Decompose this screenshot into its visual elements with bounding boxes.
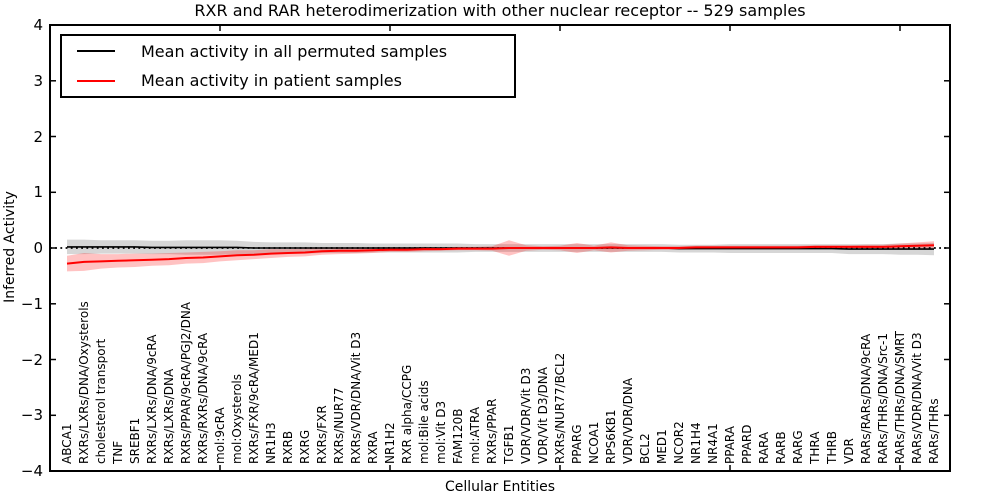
legend: Mean activity in all permuted samples Me… — [60, 34, 516, 98]
legend-label: Mean activity in all permuted samples — [141, 41, 448, 61]
legend-entry-permuted: Mean activity in all permuted samples — [62, 37, 514, 65]
y-tick-label: −3 — [20, 406, 43, 425]
patient-mean-line — [66, 244, 935, 265]
legend-entry-patient: Mean activity in patient samples — [62, 67, 514, 95]
x-tick-label: RXRs/RXRs/DNA/9cRA — [196, 332, 210, 464]
x-tick-label: RXRs/FXR/9cRA/MED1 — [247, 332, 261, 464]
x-tick-label: ABCA1 — [60, 423, 74, 464]
x-tick-label: RPS6KB1 — [604, 409, 618, 464]
x-tick-label: RXRA — [366, 431, 380, 464]
x-tick-label: RXRs/LXRs/DNA/9cRA — [145, 334, 159, 465]
y-tick-label: 4 — [33, 16, 43, 34]
x-tick-label: SREBF1 — [128, 417, 142, 464]
x-tick-label: PPARD — [740, 424, 754, 465]
x-tick-label: RARs/VDR/DNA/Vit D3 — [910, 332, 924, 464]
x-tick-label: mol:Oxysterols — [230, 374, 244, 464]
y-tick-label: 3 — [33, 71, 43, 90]
y-tick-label: 0 — [33, 239, 43, 257]
x-tick-label: mol:Vit D3 — [434, 400, 448, 464]
x-tick-label: RXRs/PPAR/9cRA/PGJ2/DNA — [179, 302, 193, 464]
x-tick-label: NR1H3 — [264, 422, 278, 464]
x-tick-label: RARs/THRs/DNA/SMRT — [893, 331, 907, 464]
x-tick-label: THRA — [808, 431, 822, 464]
x-tick-label: RXRs/NUR77 — [332, 387, 346, 464]
x-tick-label: cholesterol transport — [94, 338, 108, 464]
x-tick-label: RXR alpha/CCPG — [400, 364, 414, 464]
x-tick-label: RXRs/LXRs/DNA — [162, 368, 176, 464]
x-tick-label: MED1 — [655, 429, 669, 464]
x-tick-label: RXRs/FXR — [315, 405, 329, 464]
x-tick-label: RXRG — [298, 429, 312, 464]
x-tick-label: RXRB — [281, 430, 295, 464]
x-tick-label: NR1H4 — [689, 422, 703, 464]
x-tick-label: RARG — [791, 430, 805, 464]
x-tick-label: FAM120B — [451, 408, 465, 465]
x-tick-label: NCOA1 — [587, 421, 601, 464]
y-tick-label: 2 — [33, 127, 43, 146]
y-tick-label: −4 — [20, 462, 43, 480]
y-tick-label: −1 — [20, 294, 43, 313]
x-tick-label: BCL2 — [638, 433, 652, 464]
legend-label: Mean activity in patient samples — [141, 71, 402, 91]
x-tick-label: PPARA — [723, 426, 737, 464]
x-axis-label: Cellular Entities — [444, 479, 556, 495]
x-tick-label: RARB — [774, 431, 788, 464]
x-tick-label: RARs/THRs — [927, 398, 941, 464]
x-tick-label: RARs/THRs/DNA/Src-1 — [876, 333, 890, 464]
x-tick-label: TNF — [111, 440, 125, 464]
x-tick-label: PPARG — [570, 424, 584, 464]
y-tick-label: −2 — [20, 350, 43, 369]
x-tick-label: TGFB1 — [502, 424, 516, 464]
x-tick-label: THRB — [825, 431, 839, 464]
x-tick-label: mol:9cRA — [213, 407, 227, 464]
legend-black-line-icon — [77, 50, 115, 53]
legend-red-line-icon — [77, 79, 115, 82]
x-tick-label: mol:Bile acids — [417, 380, 431, 464]
x-tick-label: NR4A1 — [706, 423, 720, 464]
x-tick-label: NCOR2 — [672, 421, 686, 464]
x-tick-label: RXRs/LXRs/DNA/Oxysterols — [77, 301, 91, 464]
x-tick-label: VDR — [842, 438, 856, 464]
x-tick-label: NR1H2 — [383, 422, 397, 464]
x-tick-label: RXRs/PPAR — [485, 398, 499, 464]
x-tick-label: VDR/VDR/Vit D3 — [519, 367, 533, 464]
x-tick-label: RXRs/VDR/DNA/Vit D3 — [349, 331, 363, 464]
x-tick-label: VDR/Vit D3/DNA — [536, 367, 550, 464]
x-tick-label: VDR/VDR/DNA — [621, 377, 635, 464]
x-tick-label: RXRs/NUR77/BCL2 — [553, 352, 567, 464]
chart-title: RXR and RAR heterodimerization with othe… — [194, 1, 806, 20]
x-tick-label: mol:ATRA — [468, 406, 482, 464]
x-tick-label: RARs/RARs/DNA/9cRA — [859, 333, 873, 464]
y-tick-label: 1 — [33, 183, 43, 202]
x-tick-label: RARA — [757, 431, 771, 464]
